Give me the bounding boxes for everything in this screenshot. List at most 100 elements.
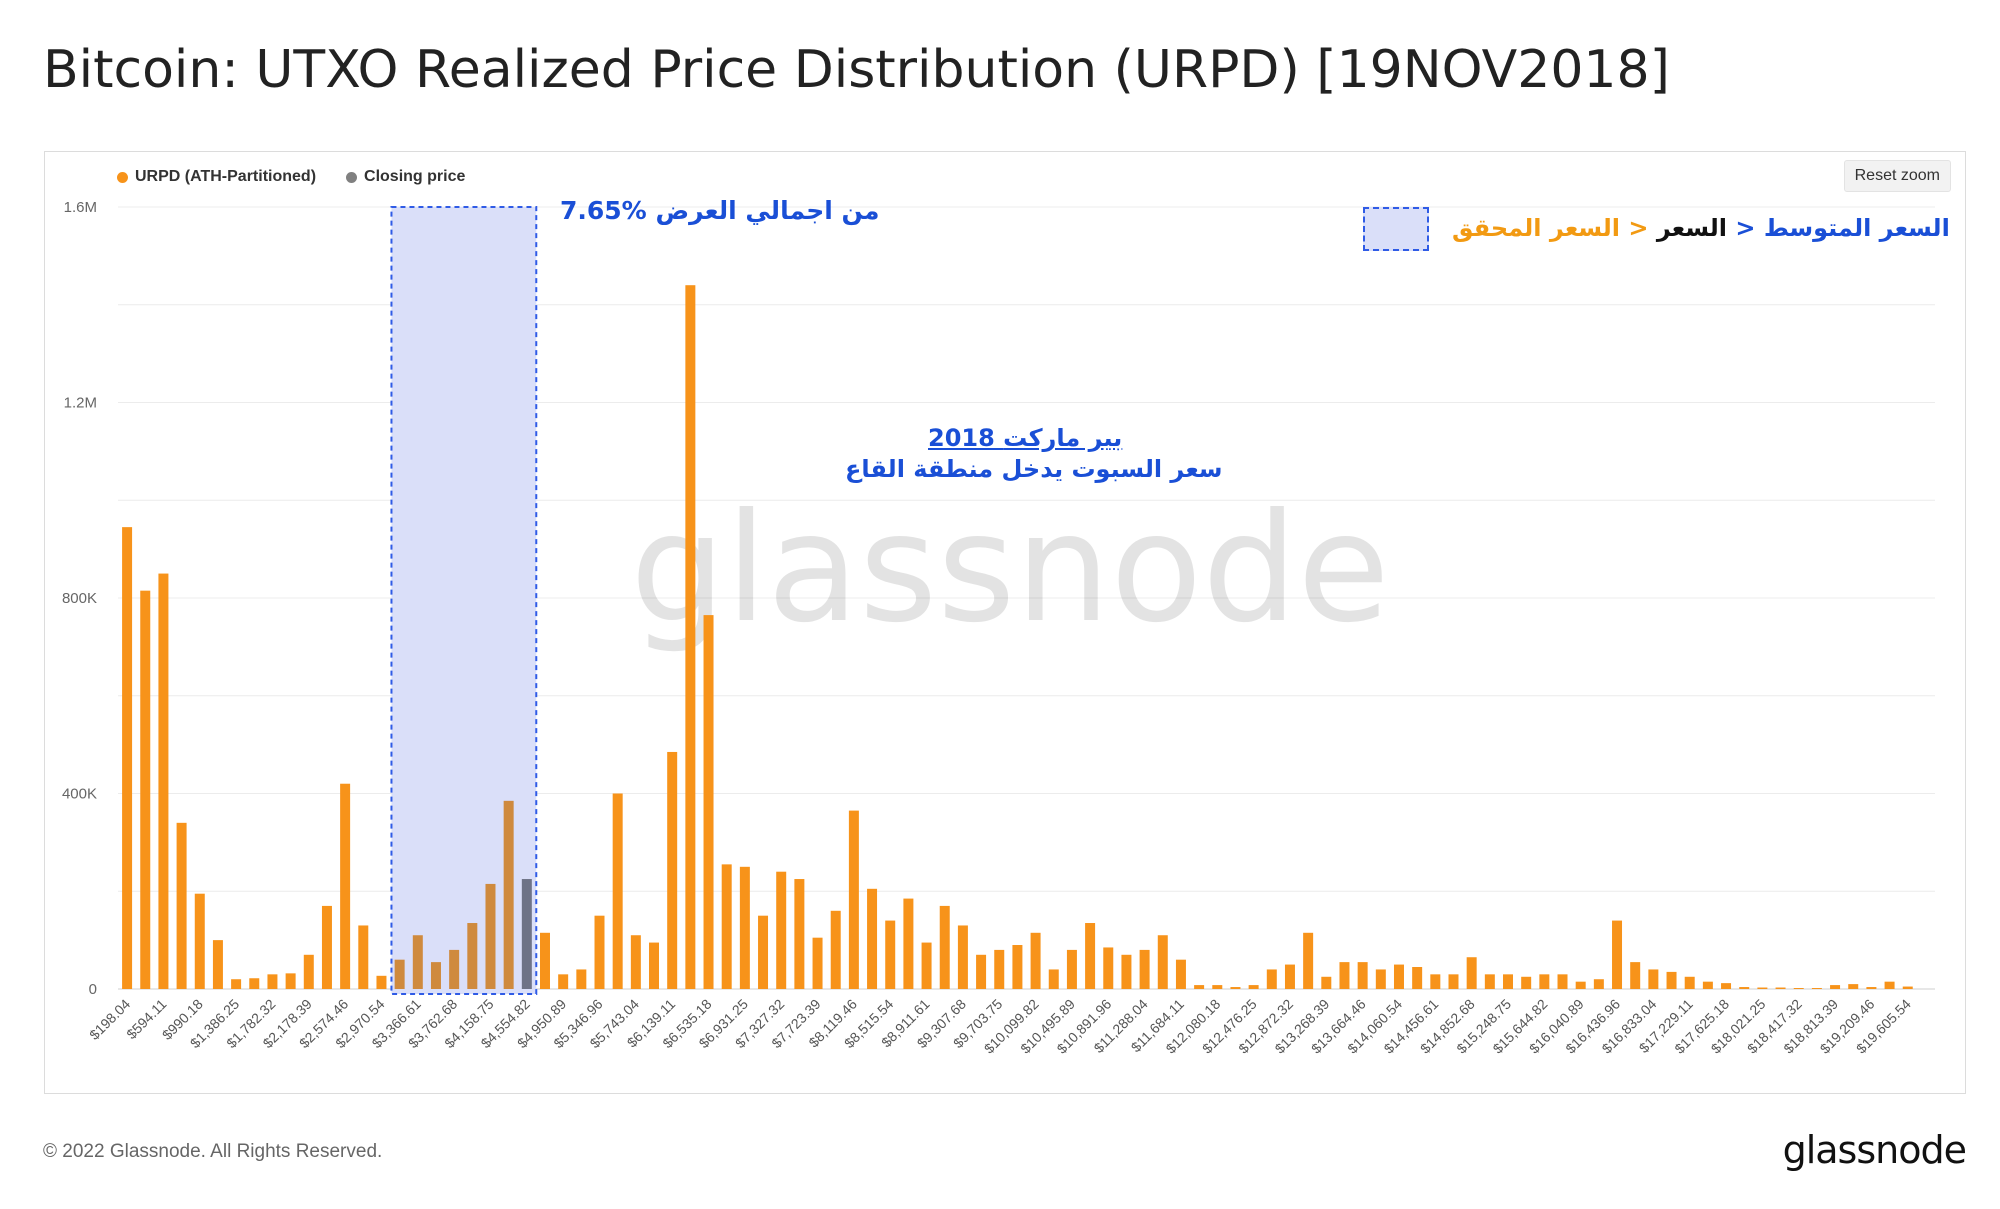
urpd-bar (1121, 954, 1132, 989)
urpd-bar (539, 932, 550, 989)
x-tick-label: $198.04 (86, 996, 133, 1043)
legend-closing-label: Closing price (364, 168, 466, 185)
urpd-bar (1575, 981, 1586, 989)
legend-urpd-dot (117, 171, 128, 183)
bear-market-subtitle: سعر السبوت يدخل منطقة القاع (845, 455, 1223, 483)
urpd-bar (957, 925, 968, 989)
legend-item-urpd[interactable]: URPD (ATH-Partitioned) (117, 168, 316, 186)
urpd-bar (1393, 964, 1404, 989)
urpd-bar (176, 822, 187, 989)
urpd-bar (1175, 959, 1186, 989)
urpd-bar (1066, 949, 1077, 989)
urpd-bar (340, 783, 351, 989)
urpd-bar (1739, 987, 1750, 989)
legend-key-sep-1: < (1735, 214, 1756, 242)
urpd-bar (194, 893, 205, 989)
urpd-bar (830, 910, 841, 989)
urpd-bar (158, 573, 169, 989)
legend-closing-dot (346, 171, 358, 183)
box-annotation: 7.65% من اجمالي العرض (560, 196, 880, 225)
urpd-bar (903, 898, 914, 989)
urpd-bar (1557, 974, 1568, 989)
urpd-bar (776, 871, 787, 989)
urpd-bar (1321, 976, 1332, 989)
urpd-bar (1085, 923, 1096, 989)
urpd-bar (1230, 987, 1241, 989)
urpd-bar (321, 905, 332, 989)
urpd-bar (1466, 957, 1477, 989)
urpd-bar (994, 949, 1005, 989)
legend-key-text: السعر المتوسط < السعر < السعر المحقق (1452, 214, 1950, 242)
reset-zoom-button[interactable]: Reset zoom (1843, 160, 1951, 192)
urpd-bar (267, 974, 278, 989)
urpd-bar (503, 800, 514, 989)
urpd-bar (449, 949, 460, 989)
y-tick-label: 1.6M (64, 199, 97, 216)
y-tick-label: 800K (62, 590, 97, 607)
urpd-bar (612, 793, 623, 989)
urpd-bar (485, 883, 496, 989)
chart-legend: URPD (ATH-Partitioned) Closing price (117, 168, 465, 186)
urpd-bar (1012, 945, 1023, 989)
urpd-bar (1811, 988, 1822, 989)
urpd-bar (1103, 947, 1114, 989)
urpd-bar (1194, 985, 1205, 989)
urpd-bar (1139, 949, 1150, 989)
legend-key-sep-2: < (1628, 214, 1649, 242)
urpd-bar (685, 285, 696, 989)
legend-item-closing[interactable]: Closing price (346, 168, 465, 186)
page-title: Bitcoin: UTXO Realized Price Distributio… (43, 40, 1670, 100)
urpd-bar (467, 923, 478, 989)
closing-price-bar (521, 879, 532, 989)
footer-copyright: © 2022 Glassnode. All Rights Reserved. (43, 1141, 383, 1162)
urpd-bar (1430, 974, 1441, 989)
urpd-bar (1303, 932, 1314, 989)
urpd-bar (1593, 979, 1604, 989)
urpd-bar (1539, 974, 1550, 989)
urpd-bar (430, 962, 441, 989)
urpd-bar (703, 615, 714, 989)
urpd-bar (1848, 984, 1859, 989)
urpd-bar (885, 920, 896, 989)
urpd-bar (1702, 981, 1713, 989)
urpd-bar (1521, 976, 1532, 989)
urpd-bar (1630, 962, 1641, 989)
legend-key-price: السعر (1656, 214, 1727, 242)
y-tick-label: 1.2M (64, 395, 97, 412)
urpd-bar (1721, 983, 1732, 989)
legend-key-swatch (1363, 207, 1429, 251)
urpd-bar (812, 937, 823, 989)
urpd-bar (630, 935, 641, 989)
urpd-bar (249, 978, 260, 989)
urpd-bar (376, 975, 387, 989)
urpd-bar (1357, 962, 1368, 989)
urpd-bar (1793, 988, 1804, 989)
urpd-bar (1902, 986, 1913, 989)
urpd-bar (1284, 964, 1295, 989)
urpd-bar (649, 942, 660, 989)
urpd-bar (1866, 987, 1877, 989)
urpd-bar (976, 954, 987, 989)
urpd-bar (1612, 920, 1623, 989)
urpd-bar (1375, 969, 1386, 989)
urpd-bar (1339, 962, 1350, 989)
urpd-bar (1884, 981, 1895, 989)
urpd-bar (848, 810, 859, 989)
footer-logo: glassnode (1782, 1128, 1967, 1172)
urpd-bar (1412, 967, 1423, 989)
urpd-bar (1248, 985, 1259, 989)
urpd-bar (939, 905, 950, 989)
urpd-bar (1775, 987, 1786, 989)
urpd-bar (739, 866, 750, 989)
urpd-bar (394, 959, 405, 989)
urpd-bar (576, 969, 587, 989)
y-tick-label: 400K (62, 786, 97, 803)
legend-key-realized: السعر المحقق (1452, 214, 1621, 242)
urpd-bar (285, 973, 296, 989)
legend-urpd-label: URPD (ATH-Partitioned) (135, 168, 317, 185)
urpd-bar (1484, 974, 1495, 989)
urpd-bar (1157, 935, 1168, 989)
urpd-bar (1648, 969, 1659, 989)
urpd-bar (721, 864, 732, 989)
